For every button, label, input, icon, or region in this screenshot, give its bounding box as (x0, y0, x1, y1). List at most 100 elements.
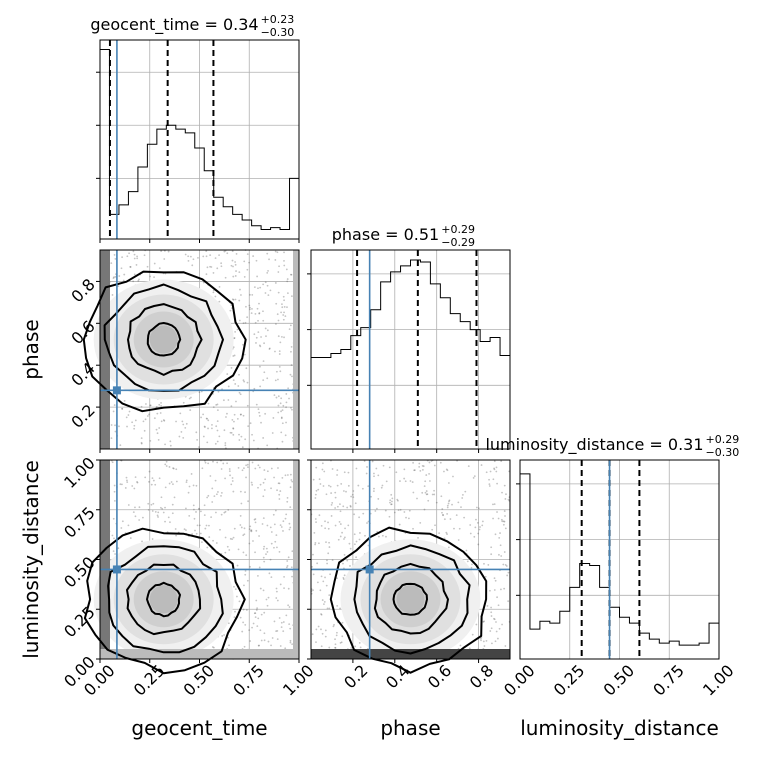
sample-point (263, 371, 266, 374)
sample-point (335, 634, 338, 637)
sample-point (336, 505, 339, 508)
sample-point (164, 443, 166, 446)
sample-point (274, 379, 277, 382)
sample-point (278, 493, 281, 496)
sample-point (172, 467, 175, 470)
sample-point (452, 475, 454, 478)
sample-point (324, 629, 327, 632)
sample-point (287, 604, 290, 607)
sample-point (207, 427, 209, 430)
sample-point (277, 335, 280, 338)
sample-point (234, 588, 237, 591)
sample-point (191, 264, 194, 267)
ytick-label-luminosity_distance-2: 0.50 (60, 553, 99, 592)
sample-point (328, 546, 331, 548)
sample-point (162, 419, 165, 421)
sample-point (449, 518, 452, 520)
sample-point (329, 573, 331, 576)
sample-point (288, 528, 291, 531)
hist-panel-luminosity_distance: luminosity_distance = 0.31 +0.29−0.30 (485, 433, 739, 660)
sample-point (504, 564, 507, 566)
sample-point (500, 588, 502, 591)
sample-point (209, 254, 212, 257)
sample-point (140, 405, 143, 408)
sample-point (226, 462, 229, 465)
sample-point (492, 517, 494, 520)
sample-point (244, 491, 246, 494)
histogram-luminosity_distance (519, 473, 720, 659)
sample-point (278, 482, 281, 485)
sample-point (114, 424, 116, 427)
sample-point (262, 319, 265, 322)
sample-point (210, 266, 213, 268)
sample-point (127, 414, 130, 416)
sample-point (291, 550, 294, 553)
sample-point (215, 542, 218, 544)
sample-point (290, 295, 293, 298)
sample-point (470, 566, 473, 569)
sample-point (473, 475, 476, 478)
sample-point (375, 507, 378, 510)
sample-point (254, 521, 257, 524)
sample-point (503, 510, 506, 512)
sample-point (291, 643, 294, 646)
sample-point (234, 610, 236, 613)
sample-point (411, 481, 414, 483)
sample-point (244, 569, 247, 572)
sample-point (182, 436, 185, 439)
sample-point (253, 518, 256, 521)
sample-point (242, 379, 245, 382)
sample-point (258, 344, 261, 347)
sample-point (283, 587, 285, 590)
sample-point (195, 431, 198, 434)
ytick-label-luminosity_distance-3: 0.75 (60, 503, 99, 542)
sample-point (248, 308, 251, 311)
sample-point (209, 475, 212, 477)
sample-point (215, 425, 218, 428)
sample-point (480, 639, 482, 642)
sample-point (167, 250, 170, 253)
sample-point (378, 535, 380, 538)
sample-point (236, 595, 238, 598)
sample-point (490, 627, 493, 630)
sample-point (254, 518, 257, 520)
sample-point (254, 467, 257, 470)
sample-point (457, 501, 460, 504)
sample-point (286, 497, 289, 499)
sample-point (134, 419, 137, 422)
sample-point (117, 547, 120, 550)
sample-point (315, 641, 317, 644)
sample-point (195, 532, 198, 535)
sample-point (505, 493, 507, 496)
sample-point (276, 546, 278, 549)
sample-point (207, 419, 210, 422)
sample-point (354, 645, 357, 648)
sample-point (336, 631, 338, 634)
sample-point (259, 385, 262, 388)
sample-point (350, 495, 353, 498)
sample-point (447, 482, 450, 484)
sample-point (283, 251, 285, 254)
sample-point (375, 467, 378, 470)
sample-point (151, 477, 154, 479)
sample-point (504, 527, 507, 530)
sample-point (154, 483, 157, 486)
sample-point (317, 488, 320, 491)
sample-point (314, 493, 317, 496)
histogram-geocent_time (99, 48, 300, 239)
sample-point (507, 571, 510, 574)
sample-point (448, 500, 450, 503)
sample-point (268, 347, 271, 350)
sample-point (238, 439, 241, 441)
sample-point (351, 493, 354, 496)
sample-point (251, 461, 254, 464)
sample-point (242, 414, 245, 417)
sample-point (187, 259, 190, 262)
sample-point (250, 481, 253, 484)
xtick-label-phase-3: 0.8 (466, 661, 497, 692)
sample-point (377, 474, 380, 477)
sample-point (502, 520, 505, 523)
xtick-label-geocent_time-3: 0.75 (229, 661, 268, 700)
sample-point (276, 630, 279, 632)
sample-point (260, 613, 263, 616)
